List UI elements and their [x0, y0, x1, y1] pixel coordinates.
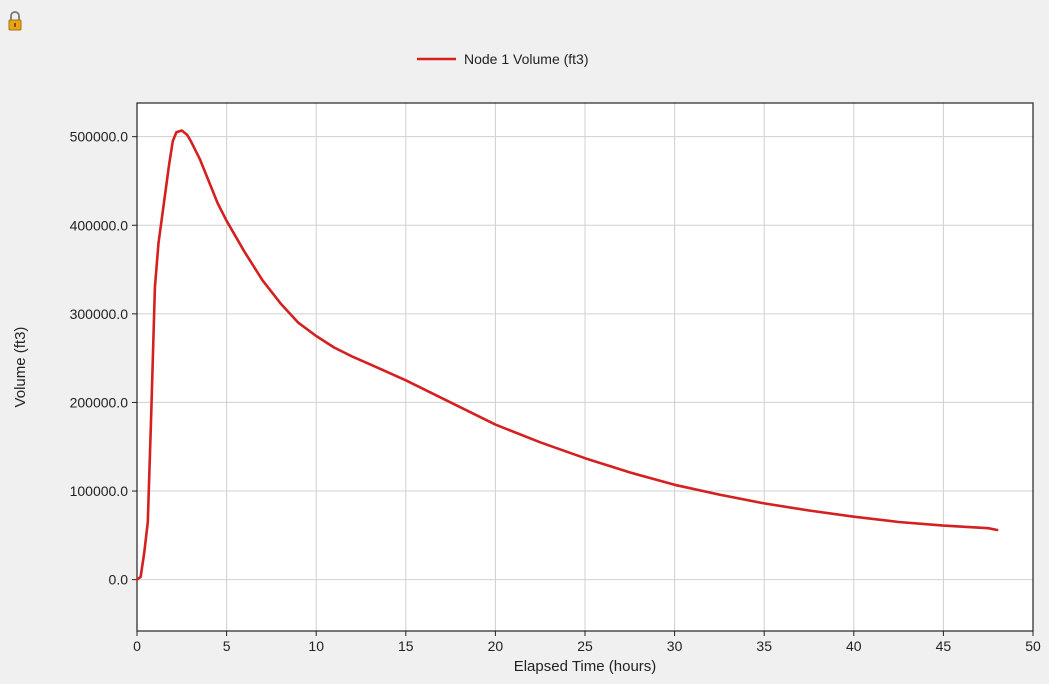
y-axis-title: Volume (ft3) [12, 327, 29, 408]
y-tick-label: 400000.0 [70, 217, 129, 233]
legend: Node 1 Volume (ft3) [417, 51, 589, 67]
x-tick-label: 50 [1025, 638, 1041, 654]
x-tick-label: 40 [846, 638, 862, 654]
y-tick-label: 200000.0 [70, 394, 129, 410]
x-tick-label: 0 [133, 638, 141, 654]
series-line-node-1-volume [135, 129, 999, 581]
x-tick-label: 45 [936, 638, 952, 654]
legend-label: Node 1 Volume (ft3) [464, 51, 589, 67]
y-tick-label: 100000.0 [70, 483, 129, 499]
x-axis-title: Elapsed Time (hours) [514, 658, 657, 675]
y-tick-label: 0.0 [109, 572, 129, 588]
x-tick-label: 5 [223, 638, 231, 654]
x-tick-label: 35 [756, 638, 772, 654]
x-tick-label: 30 [667, 638, 683, 654]
x-tick-label: 15 [398, 638, 414, 654]
y-tick-label: 300000.0 [70, 306, 129, 322]
grid-lines [137, 103, 1034, 631]
x-tick-label: 25 [577, 638, 593, 654]
x-tick-label: 10 [308, 638, 324, 654]
x-tick-label: 20 [488, 638, 504, 654]
y-tick-label: 500000.0 [70, 129, 129, 145]
series-layer [135, 129, 999, 581]
padlock-icon[interactable] [8, 10, 22, 32]
axis-ticks: 0 5 10 15 20 25 30 35 40 45 50 0.0 100000.0 200000.0 3… [70, 129, 1041, 654]
